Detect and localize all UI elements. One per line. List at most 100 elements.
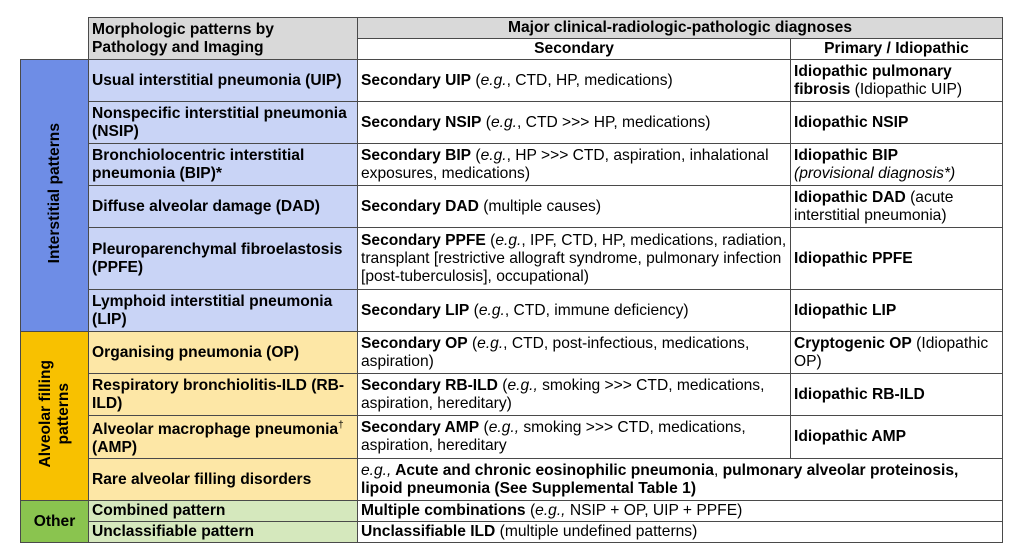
- secondary-nsip-name: Secondary NSIP: [361, 113, 482, 131]
- secondary-rb-ild: Secondary RB-ILD (e.g., smoking >>> CTD,…: [357, 373, 791, 416]
- primary-dad: Idiopathic DAD (acute interstitial pneum…: [789, 185, 1004, 228]
- header-major-diagnoses: Major clinical-radiologic-pathologic dia…: [356, 17, 1004, 39]
- secondary-ppfe-causes: , IPF, CTD, HP, medications, radiation, …: [361, 231, 787, 285]
- header-corner-blank: [20, 17, 89, 39]
- pattern-bip: Bronchiolocentric interstitial pneumonia…: [88, 143, 358, 186]
- secondary-combined-eg: e.g.,: [535, 502, 566, 520]
- pattern-unclassifiable: Unclassifiable pattern: [88, 521, 358, 544]
- pattern-rb-ild: Respiratory bronchiolitis-ILD (RB-ILD): [88, 373, 358, 416]
- secondary-op-name: Secondary OP: [361, 334, 468, 352]
- secondary-amp-causes: smoking >>> CTD, medications, aspiration…: [361, 419, 746, 455]
- pattern-amp: Alveolar macrophage pneumonia† (AMP): [88, 414, 358, 460]
- primary-bip-note: (provisional diagnosis*): [794, 164, 956, 182]
- secondary-unclassifiable-note: (multiple undefined patterns): [495, 523, 698, 541]
- secondary-unclassifiable: Unclassifiable ILD (multiple undefined p…: [356, 521, 1004, 544]
- secondary-dad-name: Secondary DAD: [361, 197, 479, 215]
- header-morpho-line1: Morphologic patterns by: [92, 20, 274, 38]
- secondary-amp: Secondary AMP (e.g., smoking >>> CTD, me…: [357, 414, 791, 460]
- rare-supplemental-table: Supplemental Table 1: [531, 479, 691, 497]
- secondary-lip: Secondary LIP (e.g., CTD, immune deficie…: [357, 289, 791, 332]
- primary-op: Cryptogenic OP (Idiopathic OP): [789, 331, 1004, 374]
- rare-eg: e.g.,: [361, 461, 392, 479]
- secondary-op-open: (: [467, 334, 478, 352]
- primary-bip-name: Idiopathic BIP: [794, 146, 898, 164]
- secondary-combined: Multiple combinations (e.g., NSIP + OP, …: [356, 500, 1004, 523]
- secondary-amp-name: Secondary AMP: [361, 419, 480, 437]
- secondary-rb-ild-eg: e.g.,: [507, 376, 538, 394]
- primary-amp: Idiopathic AMP: [789, 414, 1004, 460]
- category-alveolar: Alveolar filling patterns: [20, 330, 89, 502]
- secondary-bip-open: (: [471, 146, 481, 164]
- ild-classification-table: Morphologic patterns by Pathology and Im…: [20, 17, 1004, 544]
- pattern-combined: Combined pattern: [88, 500, 358, 523]
- secondary-dad-causes: (multiple causes): [478, 197, 602, 215]
- primary-lip: Idiopathic LIP: [789, 289, 1004, 332]
- primary-op-note: (Idiopathic OP): [794, 334, 989, 370]
- secondary-dad: Secondary DAD (multiple causes): [357, 185, 791, 228]
- primary-amp-name: Idiopathic AMP: [794, 428, 907, 446]
- primary-uip-name: Idiopathic pulmonary fibrosis: [794, 62, 952, 98]
- category-alveolar-line1: Alveolar filling: [36, 359, 54, 468]
- pattern-dad: Diffuse alveolar damage (DAD): [88, 185, 358, 228]
- primary-uip-note: (Idiopathic UIP): [850, 80, 963, 98]
- header-secondary: Secondary: [357, 38, 791, 60]
- primary-rb-ild-name: Idiopathic RB-ILD: [794, 385, 925, 403]
- secondary-combined-examples: NSIP + OP, UIP + PPFE): [565, 502, 743, 520]
- secondary-uip-name: Secondary UIP: [361, 71, 472, 89]
- secondary-nsip-eg: e.g.: [491, 113, 518, 131]
- secondary-uip-causes: , CTD, HP, medications): [506, 71, 673, 89]
- secondary-amp-open: (: [479, 419, 489, 437]
- primary-nsip-name: Idiopathic NSIP: [794, 113, 909, 131]
- rare-eosinophilic: Acute and chronic eosinophilic pneumonia: [391, 461, 714, 479]
- secondary-lip-name: Secondary LIP: [361, 301, 470, 319]
- primary-op-name: Cryptogenic OP: [794, 334, 912, 352]
- rare-see: (See: [490, 479, 532, 497]
- secondary-nsip: Secondary NSIP (e.g., CTD >>> HP, medica…: [357, 101, 791, 144]
- secondary-lip-eg: e.g.: [478, 301, 505, 319]
- pattern-ppfe: Pleuroparenchymal fibroelastosis (PPFE): [88, 227, 358, 290]
- header-morphologic-patterns: Morphologic patterns by Pathology and Im…: [88, 17, 358, 60]
- primary-rb-ild: Idiopathic RB-ILD: [789, 373, 1004, 416]
- header-primary: Primary / Idiopathic: [789, 38, 1004, 60]
- secondary-combined-name: Multiple combinations: [361, 502, 526, 520]
- secondary-amp-eg: e.g.,: [488, 419, 520, 437]
- secondary-lip-open: (: [469, 301, 479, 319]
- pattern-rare-alveolar: Rare alveolar filling disorders: [88, 458, 358, 502]
- pattern-uip: Usual interstitial pneumonia (UIP): [88, 59, 358, 102]
- secondary-op-causes: , CTD, post-infectious, medications, asp…: [361, 334, 750, 370]
- secondary-bip-name: Secondary BIP: [361, 146, 472, 164]
- secondary-uip: Secondary UIP (e.g., CTD, HP, medication…: [357, 59, 791, 102]
- secondary-op-eg: e.g.: [477, 334, 504, 352]
- category-other: Other: [20, 500, 89, 544]
- secondary-ppfe-open: (: [485, 231, 496, 249]
- pattern-amp-abbrev: (AMP): [92, 439, 138, 457]
- secondary-nsip-causes: , CTD >>> HP, medications): [517, 113, 711, 131]
- pattern-nsip: Nonspecific interstitial pneumonia (NSIP…: [88, 101, 358, 144]
- rare-proteinosis-lipoid: pulmonary alveolar proteinosis, lipoid p…: [361, 461, 959, 497]
- rare-alveolar-examples: e.g., Acute and chronic eosinophilic pne…: [356, 458, 1004, 502]
- secondary-unclassifiable-name: Unclassifiable ILD: [361, 523, 496, 541]
- pattern-amp-dagger: †: [338, 420, 344, 431]
- secondary-ppfe-eg: e.g.: [495, 231, 522, 249]
- primary-dad-name: Idiopathic DAD: [794, 188, 906, 206]
- primary-ppfe-name: Idiopathic PPFE: [794, 249, 913, 267]
- primary-ppfe: Idiopathic PPFE: [789, 227, 1004, 290]
- secondary-rb-ild-open: (: [497, 376, 508, 394]
- primary-dad-note: (acute interstitial pneumonia): [794, 188, 954, 224]
- secondary-ppfe-name: Secondary PPFE: [361, 231, 486, 249]
- rare-comma: ,: [713, 461, 723, 479]
- category-alveolar-label: Alveolar filling patterns: [37, 360, 73, 467]
- primary-uip: Idiopathic pulmonary fibrosis (Idiopathi…: [789, 59, 1004, 102]
- secondary-op: Secondary OP (e.g., CTD, post-infectious…: [357, 331, 791, 374]
- secondary-bip: Secondary BIP (e.g., HP >>> CTD, aspirat…: [357, 143, 791, 186]
- category-alveolar-line2: patterns: [54, 382, 72, 445]
- pattern-amp-text: Alveolar macrophage pneumonia: [92, 421, 339, 439]
- secondary-rb-ild-causes: smoking >>> CTD, medications, aspiration…: [361, 376, 765, 412]
- category-interstitial-label: Interstitial patterns: [45, 122, 63, 264]
- header-morpho-line2: Pathology and Imaging: [92, 38, 264, 56]
- secondary-ppfe: Secondary PPFE (e.g., IPF, CTD, HP, medi…: [357, 227, 791, 290]
- secondary-uip-open: (: [471, 71, 481, 89]
- primary-lip-name: Idiopathic LIP: [794, 301, 897, 319]
- header-corner-blank-2: [20, 38, 89, 60]
- pattern-op: Organising pneumonia (OP): [88, 331, 358, 374]
